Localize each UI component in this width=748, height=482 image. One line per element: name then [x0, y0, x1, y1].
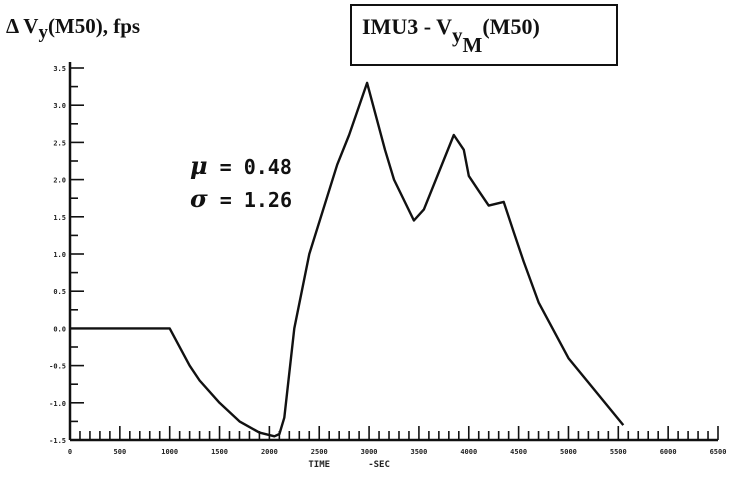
y-tick-label: 2.5	[53, 139, 66, 147]
x-tick-label: 3000	[361, 448, 378, 456]
y-tick-label: 0.0	[53, 325, 66, 333]
x-tick-label: 6000	[660, 448, 677, 456]
mean-annotation: μ = 0.48	[190, 151, 292, 180]
x-tick-label: 5000	[560, 448, 577, 456]
y-tick-label: 3.5	[53, 65, 66, 73]
y-tick-label: -1.0	[49, 400, 66, 408]
x-tick-label: 2500	[311, 448, 328, 456]
x-tick-label: 4500	[510, 448, 527, 456]
chart-title-box: IMU3 - VyM(M50)	[350, 4, 618, 66]
x-tick-label: 500	[114, 448, 127, 456]
sigma-annotation: σ = 1.26	[190, 184, 292, 213]
x-tick-label: 3500	[410, 448, 427, 456]
x-tick-label: 2000	[261, 448, 278, 456]
y-tick-label: 1.5	[53, 214, 66, 222]
y-tick-label: 2.0	[53, 177, 66, 185]
x-tick-label: 4000	[460, 448, 477, 456]
y-tick-label: 1.0	[53, 251, 66, 259]
x-tick-label: 1500	[211, 448, 228, 456]
x-tick-label: 1000	[161, 448, 178, 456]
x-tick-label: 5500	[610, 448, 627, 456]
y-tick-label: -0.5	[49, 363, 66, 371]
x-tick-label: 6500	[710, 448, 727, 456]
y-tick-label: -1.5	[49, 437, 66, 445]
x-axis-label-time: TIME	[308, 460, 330, 470]
x-axis-label-sec: -SEC	[368, 460, 390, 470]
y-tick-label: 3.0	[53, 102, 66, 110]
y-tick-label: 0.5	[53, 288, 66, 296]
statistics-annotation: μ = 0.48 σ = 1.26	[190, 150, 292, 216]
series-line-0	[70, 81, 625, 438]
x-tick-label: 0	[68, 448, 72, 456]
y-axis-label: Δ Vy(M50), fps	[6, 14, 141, 44]
